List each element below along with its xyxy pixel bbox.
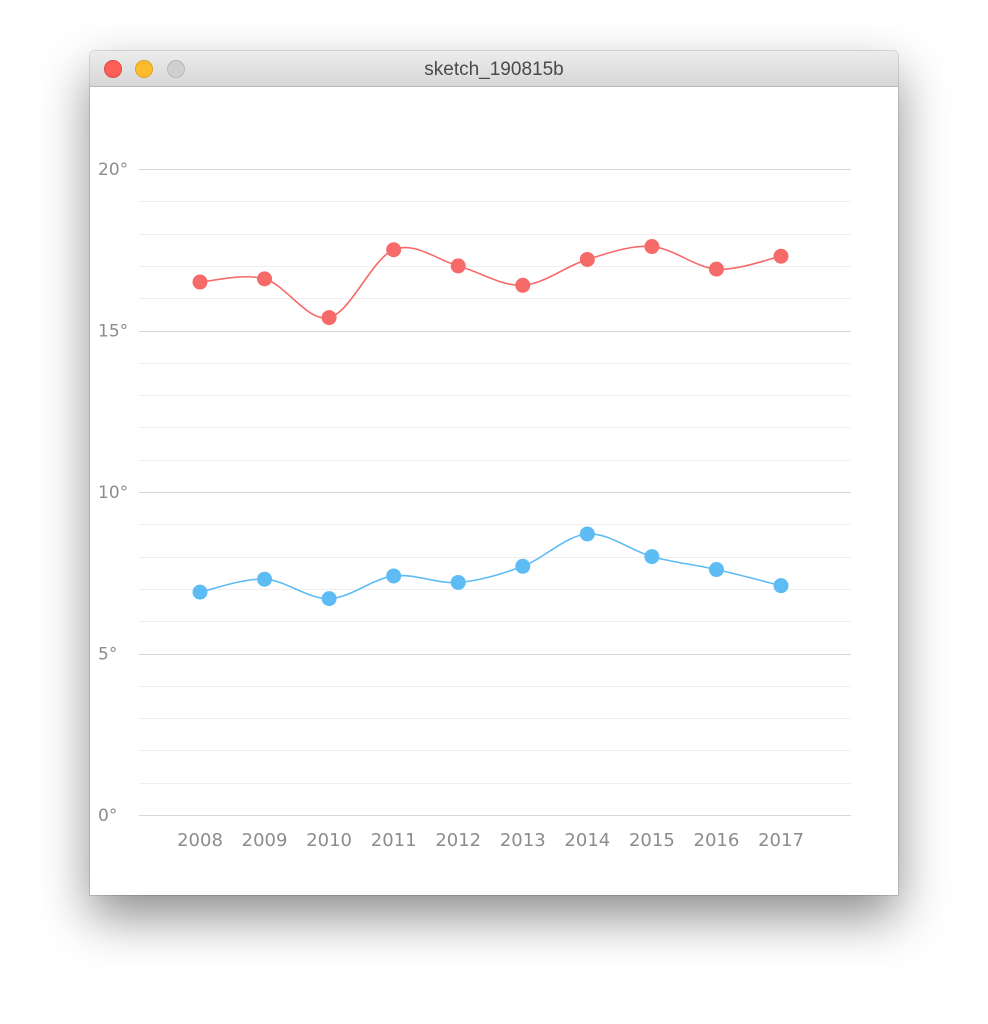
data-point — [192, 274, 208, 290]
data-point — [644, 239, 660, 255]
zoom-window-button[interactable] — [167, 60, 185, 78]
title-bar[interactable]: sketch_190815b — [90, 51, 898, 87]
app-window: sketch_190815b 0° 5° 10° 15° 20° 2008 2009 201… — [90, 51, 898, 895]
data-point — [257, 271, 273, 287]
x-tick-label: 2010 — [306, 830, 352, 851]
data-point — [644, 549, 660, 565]
x-tick-label: 2013 — [500, 830, 546, 851]
data-point — [515, 558, 531, 574]
data-point — [450, 258, 466, 274]
series-line-2 — [199, 533, 782, 600]
y-tick-label: 5° — [98, 645, 117, 665]
data-point — [321, 310, 337, 326]
data-point — [257, 571, 273, 587]
data-point — [773, 248, 789, 264]
data-point — [450, 574, 466, 590]
x-tick-label: 2017 — [758, 830, 804, 851]
x-tick-label: 2011 — [371, 830, 417, 851]
y-tick-label: 20° — [98, 160, 128, 180]
y-tick-label: 10° — [98, 483, 128, 503]
data-point — [579, 526, 595, 542]
data-point — [579, 251, 595, 267]
x-tick-label: 2012 — [435, 830, 481, 851]
sketch-canvas: 0° 5° 10° 15° 20° 2008 2009 2010 2011 2012 2013 20… — [90, 87, 898, 895]
x-tick-label: 2016 — [694, 830, 740, 851]
x-tick-label: 2014 — [564, 830, 610, 851]
series-line-1 — [199, 245, 782, 319]
minimize-window-button[interactable] — [135, 60, 153, 78]
data-point — [708, 562, 724, 578]
data-point — [386, 568, 402, 584]
x-tick-label: 2009 — [242, 830, 288, 851]
data-point — [386, 242, 402, 258]
close-window-button[interactable] — [104, 60, 122, 78]
data-point — [192, 584, 208, 600]
data-point — [321, 591, 337, 607]
window-title: sketch_190815b — [424, 59, 564, 80]
data-point — [515, 277, 531, 293]
x-tick-label: 2008 — [177, 830, 223, 851]
data-point — [708, 261, 724, 277]
line-chart: 0° 5° 10° 15° 20° 2008 2009 2010 2011 2012 2013 20… — [98, 160, 851, 851]
y-tick-label: 15° — [98, 322, 128, 342]
data-point — [773, 578, 789, 594]
y-tick-label: 0° — [98, 806, 117, 826]
x-tick-label: 2015 — [629, 830, 675, 851]
